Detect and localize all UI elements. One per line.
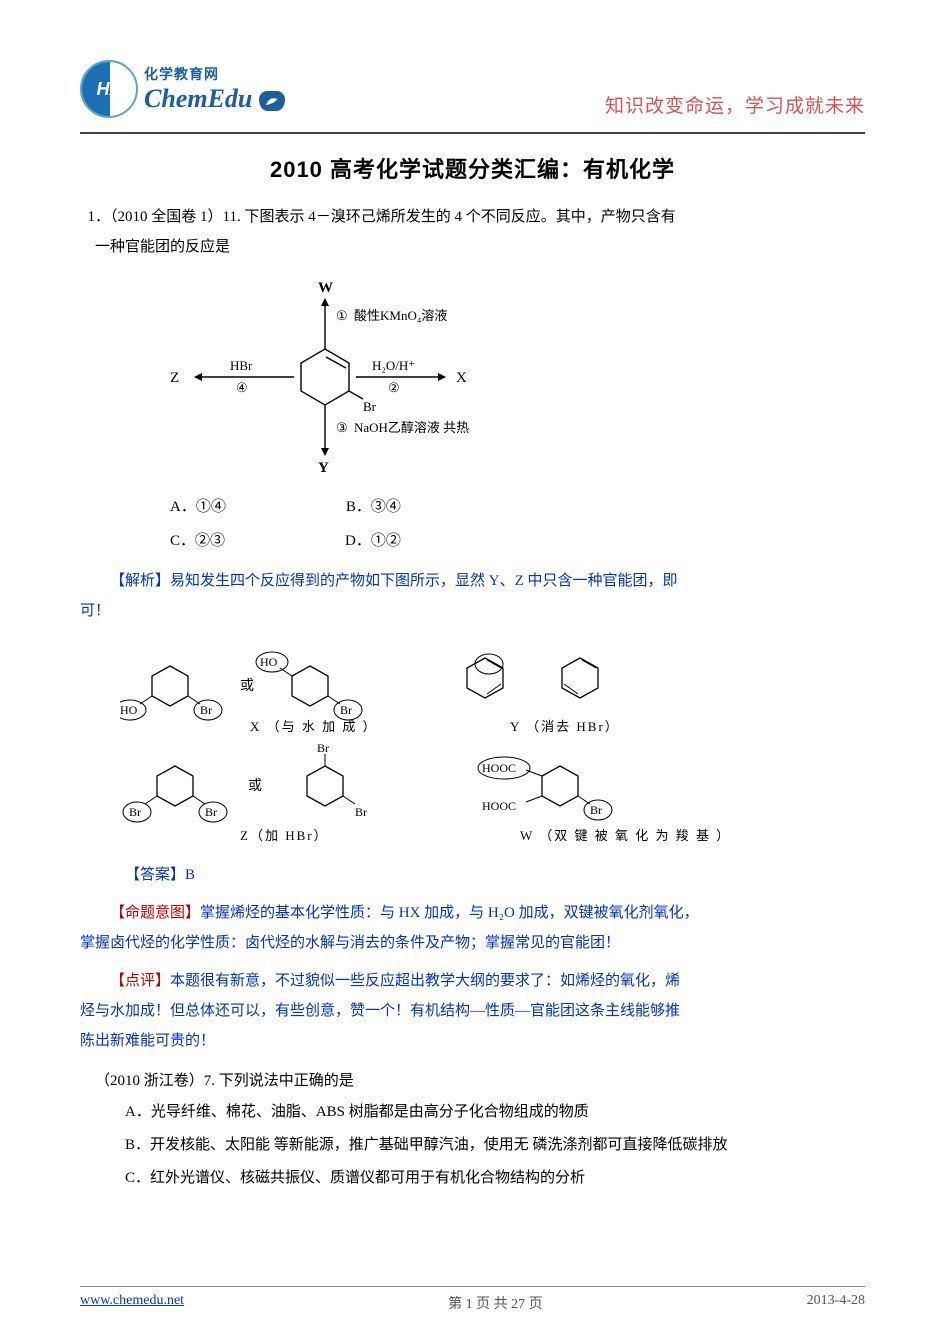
- product-figures: HO Br 或 HO Br: [120, 636, 865, 850]
- logo-badge-icon: HX: [80, 60, 138, 118]
- logo-initials: HX: [96, 79, 121, 100]
- page-header: HX 化学教育网 ChemEdu 知识改变命运，学习成就未来: [80, 60, 865, 118]
- q1-options-row2: C．②③ D．①②: [170, 526, 865, 556]
- diagram-arrow2-txt: H₂O/H⁺: [372, 358, 415, 373]
- diagram-arrow1-num: ①: [336, 308, 348, 323]
- q1-stem-line2: 一种官能团的反应是: [95, 232, 865, 262]
- svg-text:Br: Br: [590, 803, 602, 817]
- q2-options: A．光导纤维、棉花、油脂、ABS 树脂都是由高分子化合物组成的物质 B．开发核能…: [125, 1096, 865, 1195]
- logo-chinese: 化学教育网: [144, 64, 285, 84]
- svg-text:HO: HO: [120, 703, 138, 717]
- q1-analysis: 【解析】易知发生四个反应得到的产物如下图所示，显然 Y、Z 中只含一种官能团，即: [80, 566, 865, 596]
- svg-text:HO: HO: [260, 655, 278, 669]
- q1-opt-D: D．①②: [345, 526, 401, 556]
- intent-label: 【命题意图】: [110, 905, 200, 921]
- q2-opt-C: C．红外光谱仪、核磁共振仪、质谱仪都可用于有机化合物结构的分析: [125, 1162, 865, 1195]
- answer-label: 【答案】: [125, 867, 185, 883]
- diagram-arrow1-txt: 酸性KMnO₄溶液: [354, 308, 447, 323]
- svg-text:Br: Br: [129, 805, 141, 819]
- body-content: 1．（2010 全国卷 1）11. 下图表示 4－溴环己烯所发生的 4 个不同反…: [80, 202, 865, 1195]
- footer-date: 2013-4-28: [807, 1293, 865, 1313]
- svg-text:Br: Br: [317, 741, 329, 755]
- logo-block: HX 化学教育网 ChemEdu: [80, 60, 285, 118]
- q1-review: 【点评】本题很有新意，不过貌似一些反应超出教学大纲的要求了：如烯烃的氧化，烯: [80, 966, 865, 996]
- header-rule: [80, 132, 865, 134]
- reaction-diagram: Br W ① 酸性KMnO₄溶液 X H₂O/H⁺ ② Y ③ NaOH乙醇: [140, 272, 865, 482]
- W-caption: W （双 键 被 氧 化 为 羧 基 ）: [520, 828, 720, 843]
- diagram-arrow4-txt: HBr: [230, 358, 253, 373]
- footer-page: 第 1 页 共 27 页: [448, 1293, 543, 1313]
- svg-text:HOOC: HOOC: [482, 761, 516, 775]
- q1-opt-A: A．①④: [170, 492, 226, 522]
- q1-opt-C: C．②③: [170, 526, 225, 556]
- svg-text:或: 或: [248, 778, 262, 794]
- q1-opt-B: B．③④: [346, 492, 401, 522]
- q1-options-row1: A．①④ B．③④: [170, 492, 865, 522]
- diagram-arrow3-num: ③: [336, 420, 348, 435]
- svg-text:Br: Br: [340, 703, 352, 717]
- svg-text:Br: Br: [205, 805, 217, 819]
- diagram-br-label: Br: [363, 399, 377, 414]
- product-W-svg: HOOC HOOC Br W （双 键 被 氧 化 为 羧 基 ）: [460, 740, 720, 850]
- analysis-text: 易知发生四个反应得到的产物如下图所示，显然 Y、Z 中只含一种官能团，即: [170, 573, 678, 589]
- diagram-arrow2-num: ②: [388, 380, 400, 395]
- page-title: 2010 高考化学试题分类汇编：有机化学: [80, 152, 865, 184]
- q1-intent-line2: 掌握卤代烃的化学性质：卤代烃的水解与消去的条件及产物；掌握常见的官能团！: [80, 928, 865, 958]
- header-slogan: 知识改变命运，学习成就未来: [605, 91, 865, 118]
- X-caption: X （与 水 加 成 ）: [250, 719, 378, 734]
- q1-review-line2: 烃与水加成！但总体还可以，有些创意，赞一个！有机结构—性质—官能团这条主线能够推: [80, 996, 865, 1026]
- diagram-arrow3-txt: NaOH乙醇溶液 共热: [354, 420, 469, 435]
- q2-opt-A: A．光导纤维、棉花、油脂、ABS 树脂都是由高分子化合物组成的物质: [125, 1096, 865, 1129]
- logo-english: ChemEdu: [144, 84, 285, 114]
- product-Y-svg: Y （消去 HBr）: [440, 636, 670, 736]
- analysis-label: 【解析】: [110, 573, 170, 589]
- diagram-arrow4-num: ④: [236, 380, 248, 395]
- diagram-Y: Y: [318, 460, 329, 476]
- svg-text:或: 或: [240, 678, 254, 694]
- leaf-icon: [259, 91, 285, 111]
- q1-intent: 【命题意图】掌握烯烃的基本化学性质：与 HX 加成，与 H₂O 加成，双键被氧化…: [80, 898, 865, 928]
- product-X-svg: HO Br 或 HO Br: [120, 636, 400, 736]
- diagram-W: W: [318, 280, 333, 296]
- q1-stem-line1: 1．（2010 全国卷 1）11. 下图表示 4－溴环己烯所发生的 4 个不同反…: [88, 202, 866, 232]
- svg-text:Br: Br: [200, 703, 212, 717]
- svg-text:Br: Br: [355, 805, 367, 819]
- intent-text: 掌握烯烃的基本化学性质：与 HX 加成，与 H₂O 加成，双键被氧化剂氧化，: [200, 905, 699, 921]
- answer-value: B: [185, 867, 195, 883]
- q1-analysis-tail: 可！: [80, 596, 865, 626]
- review-text: 本题很有新意，不过貌似一些反应超出教学大纲的要求了：如烯烃的氧化，烯: [170, 973, 680, 989]
- page-footer: www.chemedu.net 第 1 页 共 27 页 2013-4-28: [80, 1286, 865, 1313]
- q2-opt-B: B．开发核能、太阳能 等新能源，推广基础甲醇汽油，使用无 磷洗涤剂都可直接降低碳…: [125, 1129, 865, 1162]
- svg-text:HOOC: HOOC: [482, 799, 516, 813]
- Y-caption: Y （消去 HBr）: [510, 719, 620, 734]
- product-Z-svg: Br Br 或 Br Br Z（加 HBr）: [120, 740, 420, 850]
- diagram-X: X: [456, 370, 467, 386]
- review-label: 【点评】: [110, 973, 170, 989]
- Z-caption: Z（加 HBr）: [240, 828, 329, 843]
- q2-stem: （2010 浙江卷）7. 下列说法中正确的是: [95, 1066, 865, 1096]
- diagram-Z: Z: [170, 370, 179, 386]
- q1-review-line3: 陈出新难能可贵的！: [80, 1026, 865, 1056]
- q1-answer: 【答案】B: [125, 860, 865, 890]
- footer-url[interactable]: www.chemedu.net: [80, 1293, 184, 1313]
